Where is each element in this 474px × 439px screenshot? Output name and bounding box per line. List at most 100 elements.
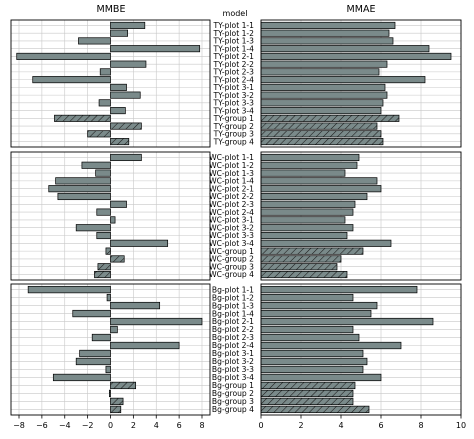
mmbe-bar xyxy=(109,389,111,398)
mmae-bar xyxy=(260,381,356,390)
model-axis-label: model xyxy=(223,9,248,18)
mmae-bar xyxy=(260,114,400,122)
mmae-bar xyxy=(260,29,390,37)
mmae-bar xyxy=(260,200,356,208)
category-label: TY-plot 1-3 xyxy=(213,37,255,46)
mmbe-bar xyxy=(75,224,111,232)
mmbe-panel-title: MMBE xyxy=(97,4,126,15)
mmbe-bar xyxy=(110,45,201,53)
mmbe-bar xyxy=(32,76,111,84)
category-label: TY-plot 1-2 xyxy=(213,29,255,38)
mmae-bar xyxy=(260,138,384,146)
category-label: WC-group 1 xyxy=(209,247,254,256)
mmae-bar xyxy=(260,255,342,263)
category-label: TY-plot 2-4 xyxy=(213,75,255,84)
category-label: Bg-plot 2-1 xyxy=(212,317,254,326)
category-label: Bg-group 1 xyxy=(212,381,254,390)
category-label: TY-plot 1-4 xyxy=(213,44,255,53)
mmae-bar xyxy=(260,224,354,232)
mmae-bar xyxy=(260,389,354,398)
mmae-bar xyxy=(260,405,370,414)
x-tick-label: 0 xyxy=(258,421,263,430)
x-tick-label: −2 xyxy=(82,421,94,430)
mmbe-bar xyxy=(99,68,111,76)
x-tick-label: 4 xyxy=(154,421,159,430)
mmbe-bar xyxy=(75,357,111,366)
mmbe-bar xyxy=(95,169,111,177)
x-ticks-layer: −8 −6 −4 −2 0 2 4 6 8 0 2 4 6 8 10 xyxy=(13,415,466,430)
mmbe-bar xyxy=(57,192,111,201)
mmae-bar xyxy=(260,285,418,294)
mmae-bar xyxy=(260,68,380,76)
category-label: Bg-plot 3-2 xyxy=(212,357,254,366)
x-tick-label: −6 xyxy=(36,421,48,430)
mmae-bar xyxy=(260,37,394,45)
category-label: TY-plot 2-2 xyxy=(213,60,255,69)
mmae-panel-frame xyxy=(260,283,462,416)
category-label: Bg-plot 1-2 xyxy=(212,293,254,302)
mmae-bar xyxy=(260,239,392,247)
mmae-bar xyxy=(260,365,364,374)
category-label: Bg-plot 3-3 xyxy=(212,365,254,374)
category-label: Bg-plot 3-1 xyxy=(212,349,254,358)
mmae-bar xyxy=(260,130,382,138)
mmbe-bar xyxy=(110,91,141,99)
mmbe-bar xyxy=(110,29,129,37)
category-label: TY-plot 1-1 xyxy=(213,21,255,30)
mmae-bar xyxy=(260,317,434,326)
mmae-bar xyxy=(260,76,426,84)
x-tick-label: 8 xyxy=(418,421,423,430)
x-tick-label: −8 xyxy=(13,421,25,430)
mmae-bar xyxy=(260,216,346,224)
mmbe-bar xyxy=(110,83,127,91)
mmbe-bar xyxy=(48,185,111,193)
mmbe-bar xyxy=(105,247,111,255)
x-tick-label: 4 xyxy=(338,421,343,430)
mmbe-bar xyxy=(54,114,111,122)
mmbe-bar xyxy=(81,161,111,169)
mmbe-bar xyxy=(110,138,130,146)
category-label: Bg-plot 1-3 xyxy=(212,301,254,310)
category-label: TY-group 4 xyxy=(213,137,255,146)
mmbe-bar xyxy=(105,365,111,374)
category-label: Bg-group 3 xyxy=(212,397,254,406)
mmbe-bar xyxy=(27,285,111,294)
mmbe-bar xyxy=(16,52,111,60)
mmbe-bar xyxy=(91,333,111,342)
mmbe-bar xyxy=(110,341,180,350)
mmae-bar xyxy=(260,301,378,310)
mmbe-bar xyxy=(96,231,111,240)
mmae-bar xyxy=(260,21,396,29)
category-label: WC-plot 1-4 xyxy=(209,177,254,186)
x-tick-label: 2 xyxy=(131,421,136,430)
mmae-bar xyxy=(260,192,368,201)
mmbe-panel-frame xyxy=(10,19,211,148)
category-label: WC-plot 2-1 xyxy=(209,184,254,193)
mmbe-bar xyxy=(110,405,122,414)
category-label: WC-plot 2-2 xyxy=(209,192,254,201)
mmae-bar xyxy=(260,185,382,193)
category-label: WC-group 4 xyxy=(209,270,254,279)
category-label: TY-plot 3-3 xyxy=(213,99,255,108)
mmbe-bar xyxy=(110,216,116,224)
category-label: TY-group 1 xyxy=(213,114,255,123)
mmae-bar xyxy=(260,60,388,68)
category-label: Bg-group 4 xyxy=(212,405,254,414)
mmbe-bar xyxy=(106,293,111,302)
category-label: WC-plot 1-1 xyxy=(209,153,254,162)
mmae-bar xyxy=(260,247,364,255)
category-label: Bg-plot 2-3 xyxy=(212,333,254,342)
mmae-bar xyxy=(260,208,354,216)
category-label: Bg-plot 1-4 xyxy=(212,309,254,318)
mmae-bar xyxy=(260,52,452,60)
mmbe-bar xyxy=(98,99,111,107)
mmae-bar xyxy=(260,325,354,334)
mmae-bar xyxy=(260,161,358,169)
mmbe-bar xyxy=(72,309,111,318)
mmbe-bar xyxy=(110,255,125,263)
mmae-bar xyxy=(260,397,354,406)
category-label: WC-plot 3-1 xyxy=(209,216,254,225)
mmae-bar xyxy=(260,293,354,302)
mmae-bar xyxy=(260,91,388,99)
